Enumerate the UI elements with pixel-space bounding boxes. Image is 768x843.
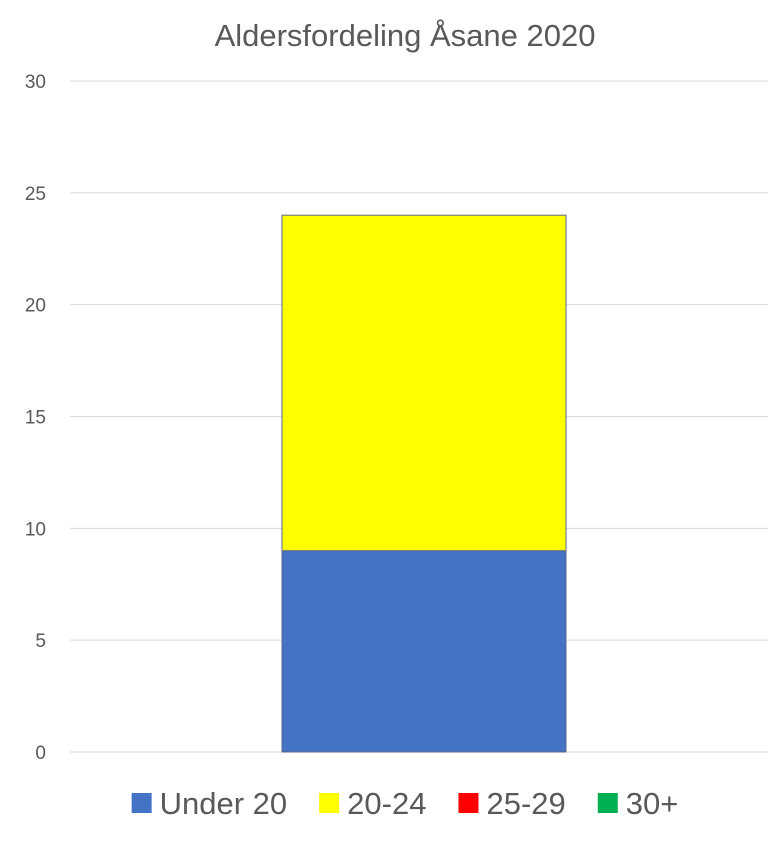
- legend-swatch-4: [597, 793, 618, 813]
- y-axis-ticks: 0 5 10 15 20 25 30: [25, 72, 46, 764]
- y-tick-label: 10: [25, 519, 46, 540]
- bars: [281, 214, 567, 753]
- y-tick-label: 15: [25, 408, 46, 429]
- legend-label-1: Under 20: [160, 786, 288, 821]
- legend-swatch-2: [319, 793, 340, 813]
- bar-segment-1: [281, 550, 567, 753]
- y-tick-label: 20: [25, 296, 46, 317]
- legend-label-2: 20-24: [347, 786, 426, 821]
- legend: Under 20 20-24 25-29 30+: [131, 786, 679, 821]
- legend-label-4: 30+: [626, 786, 679, 821]
- bar-segment-2: [281, 214, 567, 552]
- chart-title: Aldersfordeling Åsane 2020: [215, 18, 596, 53]
- y-tick-label: 5: [35, 631, 46, 652]
- y-tick-label: 25: [25, 184, 46, 205]
- y-tick-label: 0: [35, 743, 46, 764]
- y-tick-label: 30: [25, 72, 46, 93]
- legend-label-3: 25-29: [486, 786, 565, 821]
- legend-swatch-3: [458, 793, 479, 813]
- legend-swatch-1: [131, 793, 152, 813]
